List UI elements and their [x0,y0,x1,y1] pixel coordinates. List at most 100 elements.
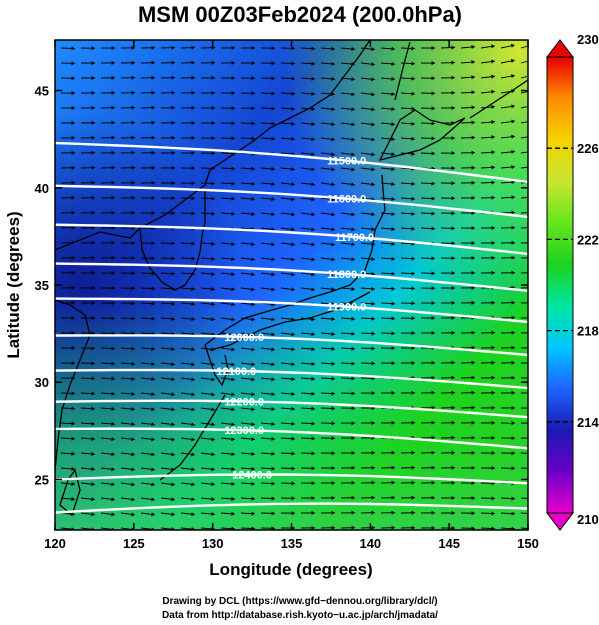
wind-arrow-head [211,377,215,382]
wind-arrow-head [451,90,455,95]
wind-arrow-head [111,165,115,170]
wind-arrow-head [211,467,215,472]
wind-arrow-head [171,271,175,276]
wind-arrow-head [231,272,235,277]
wind-arrow-head [291,287,295,292]
wind-arrow-head [291,496,295,501]
wind-arrow-head [471,150,475,155]
wind-arrow-head [531,180,535,184]
y-axis-label: Latitude (degrees) [4,211,23,358]
wind-arrow-head [171,467,175,472]
wind-arrow-head [271,436,275,441]
wind-arrow-head [91,180,95,185]
wind-arrow-head [191,422,195,427]
wind-arrow-head [71,512,75,517]
wind-arrow-head [351,227,355,232]
wind-arrow-head [471,450,475,455]
wind-arrow-head [451,510,455,516]
contour-line [55,297,528,324]
wind-arrow-head [431,106,435,111]
wind-arrow-head [251,287,255,292]
wind-arrow-head [271,197,275,202]
wind-arrow-head [271,106,275,111]
wind-arrow-head [531,466,535,470]
wind-arrow-head [191,60,195,65]
wind-arrow-head [471,480,475,486]
contour-line [55,399,528,419]
wind-arrow-head [451,495,455,500]
wind-arrow-head [231,106,235,111]
wind-arrow-head [371,286,375,291]
wind-arrow-head [131,422,135,427]
wind-arrow-head [251,496,255,501]
wind-arrow-head [511,466,515,471]
wind-arrow-head [331,91,335,97]
wind-arrow-head [411,360,415,366]
wind-arrow-head [291,212,295,217]
wind-arrow-head [491,511,495,516]
wind-arrow-head [151,45,155,50]
wind-arrow-head [211,256,215,261]
wind-arrow-head [151,165,155,170]
wind-arrow-head [171,407,175,412]
wind-arrow-head [291,182,295,187]
wind-arrow-head [231,452,235,457]
wind-arrow-head [131,75,135,80]
wind-arrow-head [351,257,355,262]
wind-arrow-head [491,180,495,185]
wind-arrow-head [191,241,195,246]
wind-arrow-head [111,286,115,291]
wind-arrow-head [451,300,455,306]
wind-arrow-head [211,120,215,126]
wind-arrow-head [131,497,135,502]
wind-arrow-head [411,196,415,201]
wind-arrow-head [532,391,535,395]
wind-arrow-head [311,227,315,232]
wind-arrow-head [511,225,515,230]
wind-arrow-head [471,390,475,395]
wind-arrow-head [131,301,135,306]
wind-arrow-head [71,436,75,441]
wind-arrow-head [211,151,215,156]
wind-arrow-head [171,135,175,140]
wind-arrow-head [151,497,155,502]
wind-arrow-head [71,285,75,290]
colorbar-min-triangle [545,512,575,531]
wind-arrow-head [391,241,395,246]
wind-arrow-head [271,257,275,262]
wind-arrow-head [91,61,95,66]
x-tick-label: 140 [359,536,381,551]
wind-arrow-head [311,46,315,51]
wind-arrow-head [71,497,75,502]
wind-arrow-head [391,420,395,425]
contour-label: 12000.0 [224,332,264,344]
wind-arrow-head [391,480,395,485]
wind-arrow-head [451,330,455,335]
wind-arrow-head [151,377,155,382]
wind-arrow-head [491,526,495,530]
wind-arrow-head [91,316,95,321]
wind-arrow-head [371,92,375,97]
wind-arrow-head [411,91,415,96]
wind-arrow-head [511,74,515,79]
wind-arrow-head [191,271,195,276]
wind-arrow-head [291,121,295,126]
wind-arrow-head [411,495,415,500]
wind-arrow-head [431,151,435,156]
wind-arrow-head [291,511,295,516]
wind-arrow-head [351,212,355,217]
wind-arrow-head [451,45,455,50]
wind-arrow-head [471,345,475,350]
wind-arrow-head [211,392,215,397]
wind-arrow-head [311,287,315,292]
colorbar-body [546,56,574,514]
wind-arrow-head [171,362,175,367]
wind-arrow-head [251,211,255,217]
wind-arrow-head [411,465,415,470]
wind-arrow-head [191,286,195,291]
wind-arrow-head [331,361,335,366]
wind-arrow-head [431,196,435,201]
wind-arrow-head [71,406,75,411]
wind-arrow-head [411,226,415,231]
